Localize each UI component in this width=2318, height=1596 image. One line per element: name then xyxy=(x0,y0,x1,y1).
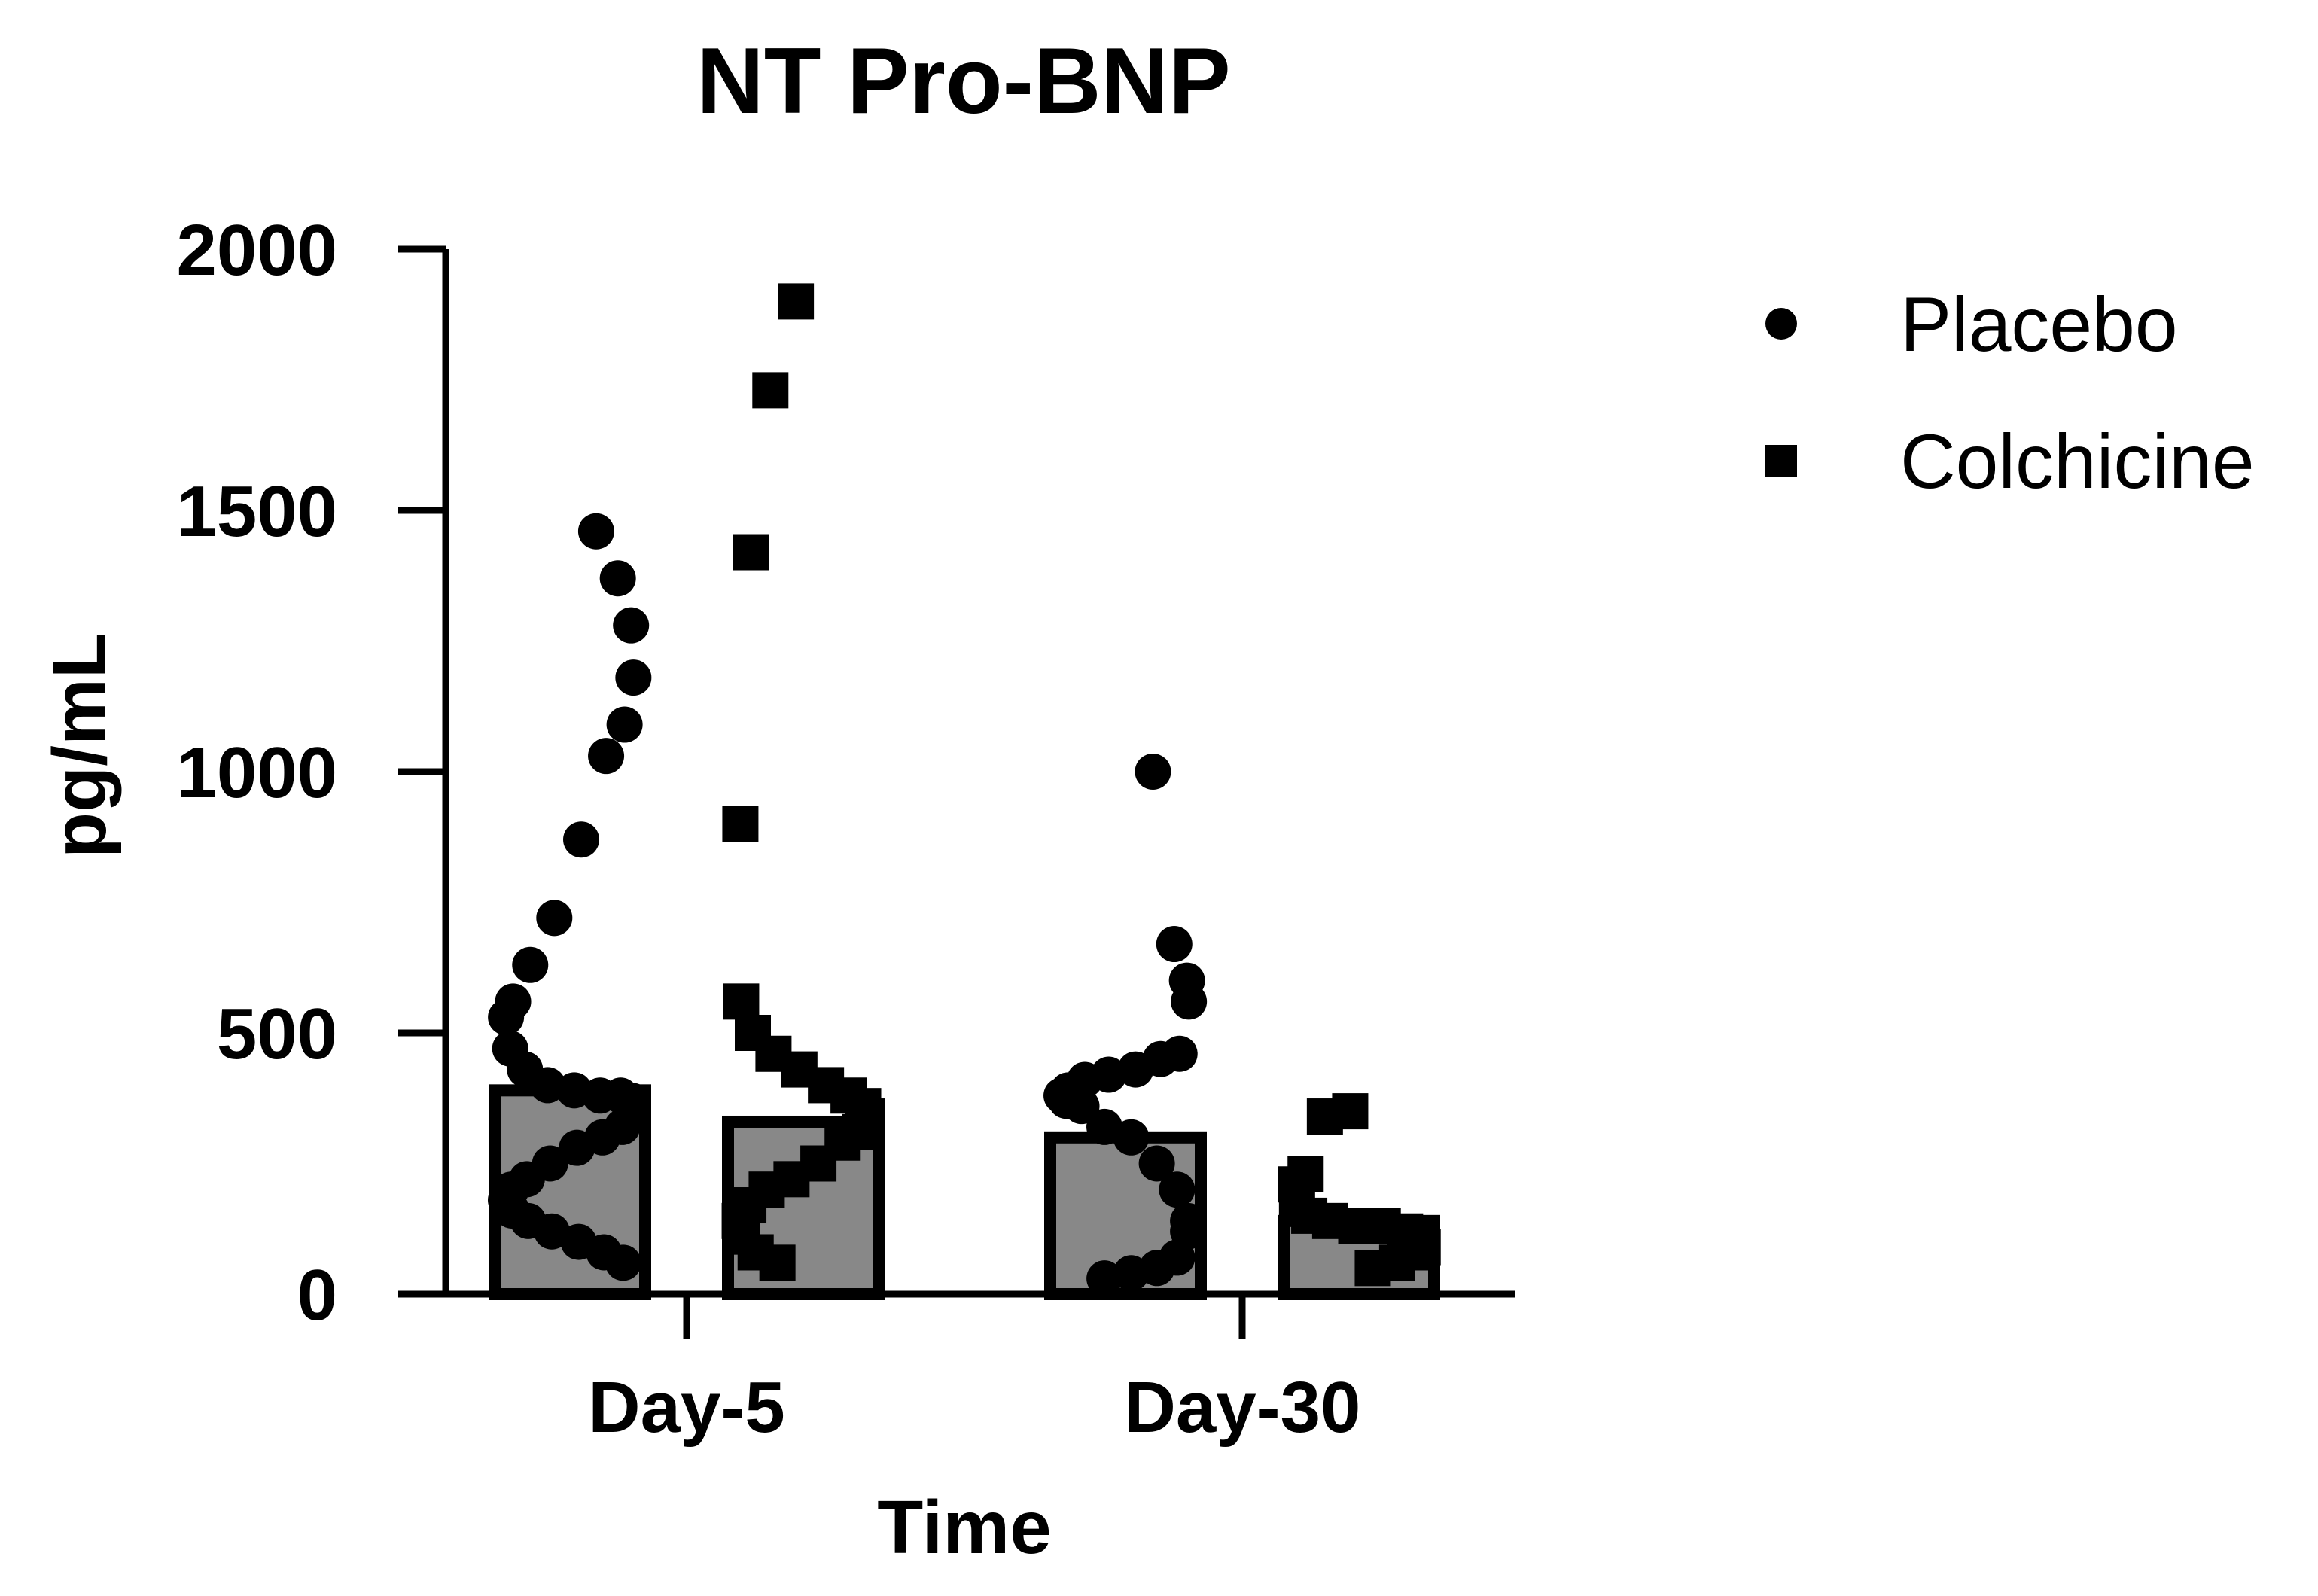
data-point-colchicine xyxy=(733,534,769,571)
x-tick-label: Day-5 xyxy=(588,1367,784,1448)
y-tick-label: 1000 xyxy=(176,733,337,813)
data-point-colchicine xyxy=(722,806,759,842)
data-point-placebo xyxy=(605,1244,641,1281)
data-point-placebo xyxy=(606,706,643,743)
y-axis-ticks: 0 500 1000 1500 2000 xyxy=(176,210,446,1336)
data-point-colchicine xyxy=(778,283,815,320)
data-point-placebo xyxy=(599,560,636,597)
data-point-colchicine xyxy=(1306,1098,1343,1135)
y-axis-title: pg/mL xyxy=(38,632,122,858)
y-tick-label: 500 xyxy=(217,994,337,1074)
data-point-placebo xyxy=(1171,983,1208,1020)
y-tick-label: 1500 xyxy=(176,471,337,552)
data-point-placebo xyxy=(488,999,525,1036)
data-point-placebo xyxy=(577,513,614,550)
points-layer xyxy=(488,283,1441,1297)
data-point-placebo xyxy=(536,900,573,937)
x-axis-title: Time xyxy=(877,1485,1052,1570)
y-tick-label: 0 xyxy=(297,1255,337,1336)
data-point-placebo xyxy=(615,659,652,696)
data-point-placebo xyxy=(563,821,600,858)
data-point-colchicine xyxy=(723,983,760,1020)
data-point-placebo xyxy=(1159,1171,1196,1208)
x-axis-ticks: Day-5 Day-30 xyxy=(588,1294,1360,1448)
data-point-placebo xyxy=(1086,1260,1123,1297)
x-tick-label: Day-30 xyxy=(1124,1367,1361,1448)
data-point-placebo xyxy=(1063,1088,1100,1125)
chart-title: NT Pro-BNP xyxy=(696,29,1231,133)
data-point-placebo xyxy=(613,607,650,644)
data-point-placebo xyxy=(512,946,549,983)
legend: Placebo Colchicine xyxy=(1765,282,2255,504)
legend-square-marker xyxy=(1765,445,1797,477)
legend-label: Placebo xyxy=(1900,282,2178,367)
data-point-colchicine xyxy=(1354,1250,1391,1287)
y-tick-label: 2000 xyxy=(176,210,337,291)
data-point-placebo xyxy=(559,1129,595,1166)
data-point-placebo xyxy=(588,738,625,775)
data-point-colchicine xyxy=(752,372,789,409)
data-point-placebo xyxy=(1156,926,1193,963)
data-point-placebo xyxy=(1135,754,1171,790)
legend-label: Colchicine xyxy=(1900,419,2255,504)
data-point-colchicine xyxy=(759,1244,796,1281)
legend-circle-marker xyxy=(1765,308,1797,340)
data-point-placebo xyxy=(1113,1119,1150,1156)
data-point-placebo xyxy=(1138,1145,1175,1182)
data-point-placebo xyxy=(1117,1051,1154,1088)
